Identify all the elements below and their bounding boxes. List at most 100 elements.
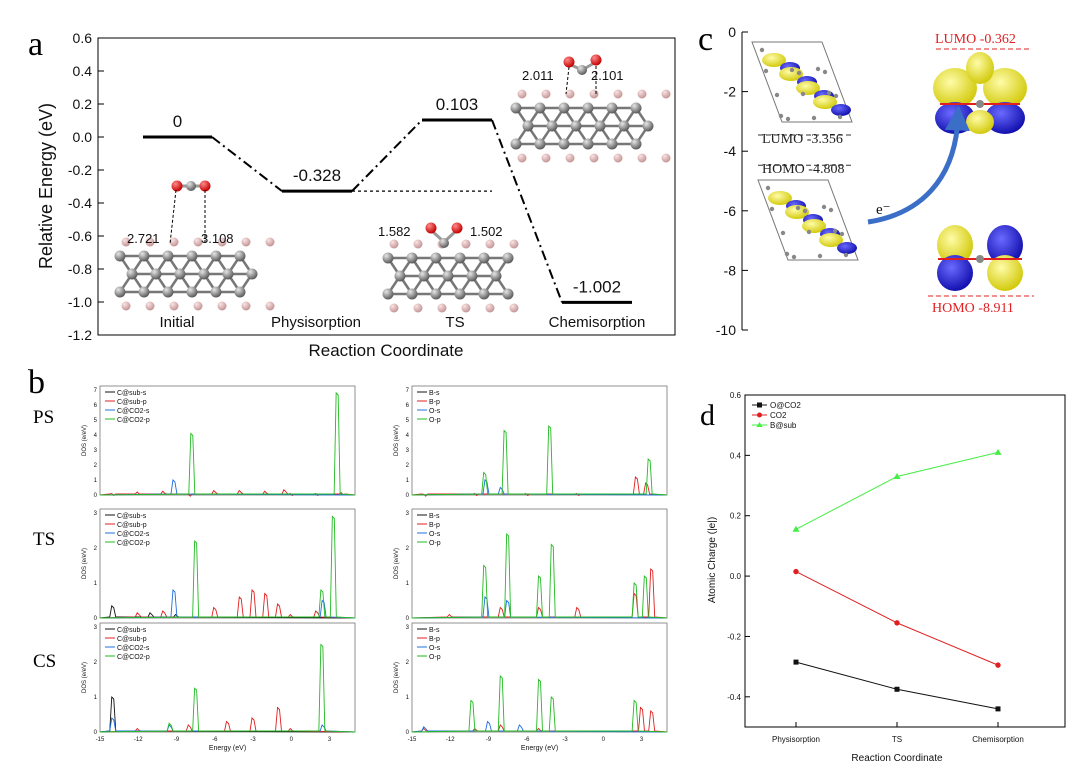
legend-label: C@sub-p [117, 522, 147, 529]
atom [811, 115, 817, 121]
boron-atom [461, 239, 471, 249]
carbon-atom [442, 270, 454, 282]
boron-atom [461, 303, 471, 313]
atom [784, 251, 790, 257]
y-tick-label: 3 [94, 511, 98, 517]
atom [769, 206, 775, 212]
chemisorption-co2 [563, 54, 602, 75]
y-tick-label: -1.2 [68, 327, 92, 343]
panel-a-energy-path: 0 -0.328 0.103 -1.002 [143, 95, 632, 304]
data-point [894, 620, 900, 626]
atom [821, 204, 827, 210]
carbon-atom [210, 286, 222, 298]
atom [806, 229, 812, 235]
boron-atom [509, 239, 519, 249]
panel-a-categories: Initial Physisorption TS Chemisorption [159, 314, 645, 331]
x-tick-label: -3 [250, 737, 256, 743]
data-point [994, 448, 1002, 455]
legend-label: O@CO2 [770, 401, 801, 410]
carbon-atom [246, 268, 258, 280]
category-label: Chemisorption [972, 735, 1024, 744]
legend-label: CO2 [770, 411, 787, 420]
atom [800, 91, 806, 97]
legend-label: C@CO2-p [117, 654, 150, 661]
orbital-lobe [831, 104, 851, 116]
carbon-atom [162, 250, 174, 262]
y-tick-label: 7 [94, 388, 98, 394]
y-tick-label: -0.8 [68, 261, 92, 277]
electron-transfer-label: e⁻ [876, 202, 891, 218]
carbon-atom [558, 102, 570, 114]
panel-a-y-ticks: 0.6 0.4 0.2 0.0 -0.2 -0.4 -0.6 -0.8 -1.0 -1.2 [68, 30, 104, 343]
carbon-atom [210, 250, 222, 262]
data-point [995, 662, 1001, 668]
y-tick-label: 0 [406, 493, 410, 499]
panel-d-frame [744, 394, 1066, 728]
boron-atom [589, 89, 599, 99]
atom [839, 231, 845, 237]
carbon-atom [502, 252, 514, 264]
legend-label: C@sub-p [117, 399, 147, 406]
carbon-atom [418, 270, 430, 282]
row-label-ps: PS [33, 407, 54, 428]
unit-cell [751, 41, 853, 123]
carbon-atom [570, 120, 582, 132]
x-tick-label: -15 [96, 737, 105, 743]
legend-label: O-s [429, 645, 441, 652]
dos-series-O-p [411, 532, 668, 619]
atom [789, 67, 795, 73]
y-tick-label: 2 [94, 660, 98, 666]
y-tick-label: 0 [94, 493, 98, 499]
carbon-atom [150, 268, 162, 280]
dos-series-C@CO2-p [99, 391, 356, 496]
category-label: Initial [159, 314, 194, 331]
carbon-atom [406, 288, 418, 300]
oxygen-atom [171, 180, 183, 192]
boron-atom [193, 237, 203, 247]
dos-series-B-p [411, 567, 668, 619]
dos-series-C@CO2-s [99, 717, 356, 733]
boron-atom [121, 301, 131, 311]
dos-series-B-p [411, 476, 668, 497]
panel-c-y-ticks: 0 -2 -4 -6 -8 -10 [716, 24, 748, 338]
oxygen-atom [590, 54, 602, 66]
orbital-lobe [813, 95, 837, 109]
bond-dashed [169, 189, 177, 245]
carbon-atom [510, 102, 522, 114]
boron-atom [661, 89, 671, 99]
y-tick-label: 0 [94, 616, 98, 622]
dos-series-C@sub-s [99, 695, 356, 733]
dos-series-C@sub-p [99, 588, 356, 619]
boron-atom [265, 237, 275, 247]
boron-atom [637, 153, 647, 163]
subplot-frame [411, 385, 668, 496]
category-label: Chemisorption [549, 314, 646, 331]
legend-label: C@CO2-s [117, 408, 150, 415]
carbon-atom [466, 270, 478, 282]
legend-label: C@sub-p [117, 636, 147, 643]
carbon-atom [582, 138, 594, 150]
y-axis-label: DOS (e/eV) [394, 425, 400, 456]
boron-atom [389, 239, 399, 249]
orbital-lobe [987, 255, 1023, 291]
y-tick-label: 0.4 [730, 451, 742, 460]
carbon-atom [234, 286, 246, 298]
carbon-atom [162, 286, 174, 298]
legend-label: B-p [429, 522, 440, 529]
x-tick-label: -9 [486, 737, 492, 743]
x-tick-label: -6 [212, 737, 218, 743]
atom [778, 113, 784, 119]
legend-label: B-s [429, 390, 440, 397]
boron-atom [565, 153, 575, 163]
energy-connector [491, 119, 563, 303]
carbon-atom [222, 268, 234, 280]
carbon-atom [558, 138, 570, 150]
panel-label-c: c [698, 21, 713, 58]
level-label-homo-sub: HOMO -4.808 [762, 162, 844, 177]
boron-atom [613, 89, 623, 99]
legend-label: C@CO2-s [117, 531, 150, 538]
carbon-atom [454, 252, 466, 264]
y-tick-label: -1.0 [68, 294, 92, 310]
atom [817, 253, 823, 259]
legend-label: C@sub-s [117, 627, 147, 634]
